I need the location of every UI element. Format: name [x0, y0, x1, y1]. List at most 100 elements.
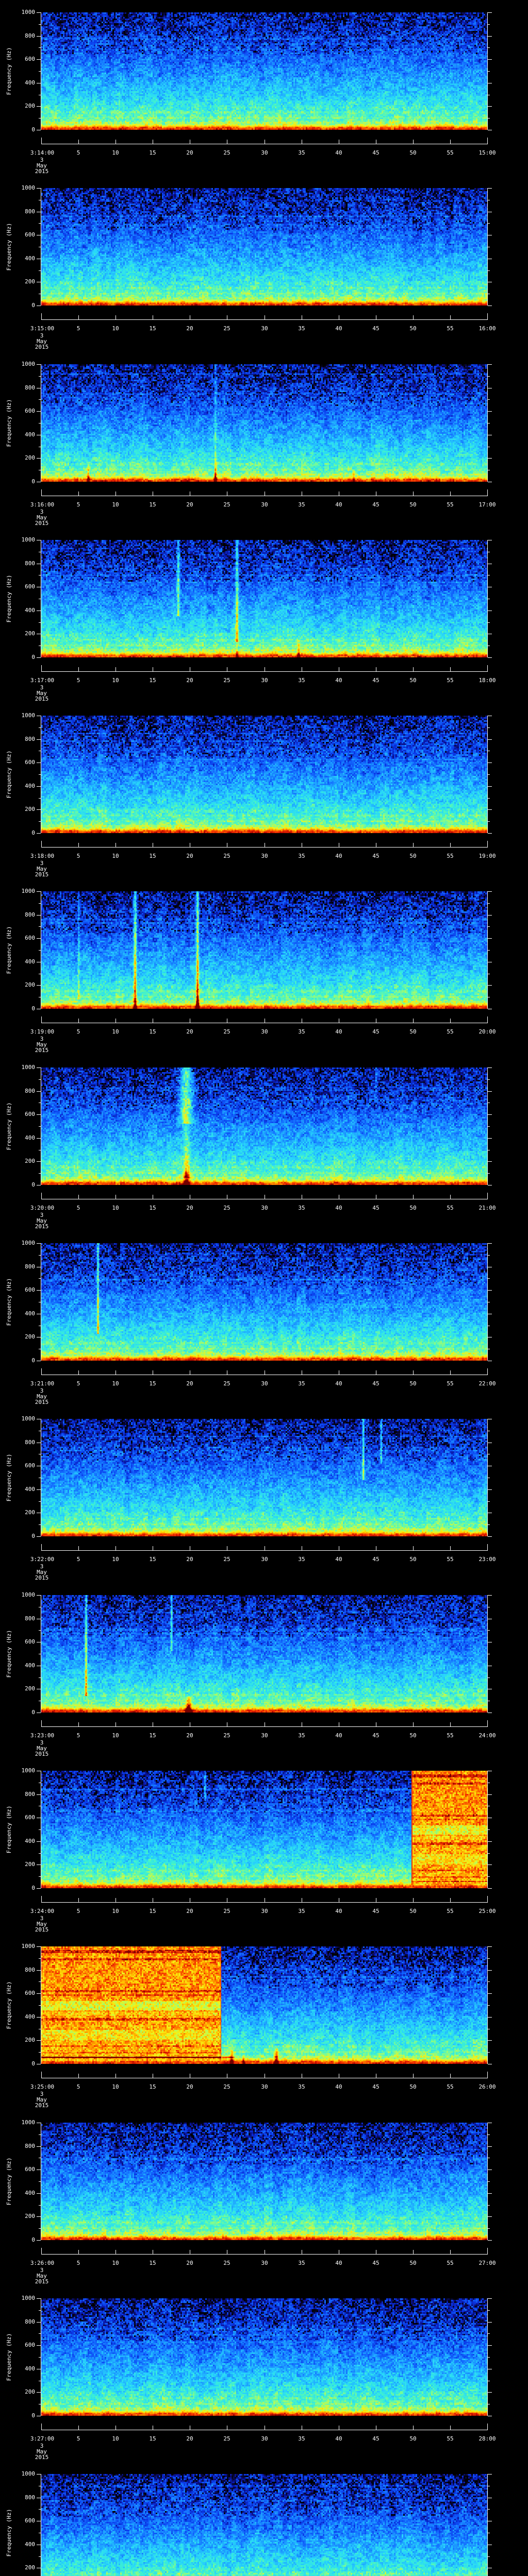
y-tick-label: 200 — [25, 2037, 35, 2043]
y-axis-tick — [488, 1091, 492, 1092]
y-tick-label: 1000 — [21, 1240, 36, 1246]
x-tick-label: 5 — [76, 853, 80, 859]
time-axis-end-tick — [41, 2072, 42, 2078]
time-axis-tick — [78, 1195, 79, 1199]
time-axis-end-tick — [41, 1193, 42, 1199]
y-axis-tick — [39, 2556, 41, 2557]
x-tick-label: 45 — [372, 853, 380, 859]
x-tick-label: 55 — [447, 2435, 454, 2442]
time-axis-tick — [413, 843, 414, 847]
y-axis-tick — [39, 2228, 41, 2229]
time-axis-tick — [413, 1546, 414, 1550]
y-tick-label: 400 — [25, 1134, 35, 1141]
date-month-label: May — [37, 690, 47, 697]
y-tick-label: 400 — [25, 783, 35, 789]
y-tick-label: 0 — [31, 2412, 35, 2419]
y-axis-tick — [488, 1243, 492, 1244]
panel-start-time-label: 3:21:00 — [30, 1380, 55, 1387]
y-tick-label: 600 — [25, 408, 35, 414]
date-year-label: 2015 — [35, 168, 49, 175]
y-tick-label: 800 — [25, 2318, 35, 2325]
y-tick-label: 800 — [25, 32, 35, 39]
time-axis-tick — [413, 492, 414, 496]
y-tick-label: 800 — [25, 736, 35, 742]
x-tick-label: 45 — [372, 1380, 380, 1387]
y-axis-tick — [488, 1841, 492, 1842]
x-tick-label: 5 — [76, 1028, 80, 1035]
spectrogram-image — [41, 716, 487, 833]
y-axis-tick — [488, 985, 492, 986]
y-tick-label: 400 — [25, 2541, 35, 2548]
y-axis-tick — [37, 59, 41, 60]
x-tick-label: 25 — [223, 1732, 230, 1739]
y-axis-tick — [39, 1829, 41, 1830]
date-day-label: 3 — [40, 684, 44, 691]
spectrogram-panel: Frequency (Hz) 0 200 400 600 800 1000 5 10 15 20 25… — [0, 1406, 528, 1583]
x-tick-label: 15 — [149, 853, 156, 859]
y-axis-tick — [37, 938, 41, 939]
y-tick-label: 200 — [25, 1333, 35, 1340]
y-tick-label: 400 — [25, 2013, 35, 2020]
time-axis-tick — [78, 667, 79, 671]
x-tick-label: 45 — [372, 1732, 380, 1739]
x-tick-label: 45 — [372, 1028, 380, 1035]
spectrogram-panel: Frequency (Hz) 0 200 400 600 800 1000 5 10 15 20 25… — [0, 1231, 528, 1407]
y-axis-line-right — [487, 716, 488, 833]
y-axis-tick — [39, 1524, 41, 1525]
panel-start-time-label: 3:16:00 — [30, 501, 55, 508]
panel-start-time-label: 3:24:00 — [30, 1908, 55, 1914]
y-axis-tick — [488, 223, 490, 224]
time-axis-end-tick — [487, 2072, 488, 2078]
x-tick-label: 25 — [223, 2083, 230, 2090]
x-tick-label: 10 — [112, 853, 119, 859]
y-axis-tick — [37, 2040, 41, 2041]
y-axis-tick — [488, 270, 490, 271]
time-axis-tick — [78, 2250, 79, 2254]
time-axis-tick — [78, 2074, 79, 2078]
time-axis-end-tick — [487, 1368, 488, 1375]
date-year-label: 2015 — [35, 1047, 49, 1054]
time-axis-line — [41, 671, 488, 672]
y-axis-tick — [488, 2240, 492, 2241]
x-tick-label: 35 — [298, 1028, 305, 1035]
x-tick-label: 5 — [76, 1732, 80, 1739]
time-axis-end-tick — [41, 1544, 42, 1550]
time-axis-tick — [413, 2250, 414, 2254]
x-tick-label: 35 — [298, 149, 305, 156]
y-axis-tick — [488, 1853, 490, 1854]
y-axis-line-right — [487, 1067, 488, 1185]
x-tick-label: 40 — [335, 1732, 342, 1739]
date-day-label: 3 — [40, 2267, 44, 2274]
y-axis-tick — [39, 1278, 41, 1279]
spectrogram-image — [41, 2123, 487, 2240]
y-axis-tick — [39, 47, 41, 48]
y-axis-tick — [37, 2392, 41, 2393]
y-axis-title: Frequency (Hz) — [6, 1630, 12, 1678]
date-year-label: 2015 — [35, 1751, 49, 1757]
time-axis-tick — [413, 2426, 414, 2430]
y-tick-label: 0 — [31, 1181, 35, 1188]
x-tick-label: 15 — [149, 1028, 156, 1035]
spectrogram-image — [41, 2474, 487, 2576]
x-tick-label: 20 — [186, 1205, 193, 1211]
y-axis-tick — [488, 950, 490, 951]
y-axis-tick — [488, 1946, 492, 1947]
x-tick-label: 25 — [223, 2435, 230, 2442]
y-tick-label: 400 — [25, 1310, 35, 1317]
y-axis-tick — [37, 12, 41, 13]
y-axis-tick — [37, 2474, 41, 2475]
y-axis-tick — [39, 2509, 41, 2510]
date-year-label: 2015 — [35, 1399, 49, 1405]
y-tick-label: 600 — [25, 1462, 35, 1469]
y-axis-tick — [39, 926, 41, 927]
y-tick-label: 1000 — [21, 1064, 36, 1071]
y-axis-tick — [37, 1888, 41, 1889]
y-tick-label: 600 — [25, 1990, 35, 1996]
y-tick-label: 1000 — [21, 2470, 36, 2477]
y-tick-label: 400 — [25, 255, 35, 262]
x-tick-label: 30 — [261, 2083, 268, 2090]
date-day-label: 3 — [40, 1915, 44, 1922]
y-axis-tick — [488, 1079, 490, 1080]
x-tick-label: 30 — [261, 1908, 268, 1914]
y-axis-tick — [488, 2556, 490, 2557]
